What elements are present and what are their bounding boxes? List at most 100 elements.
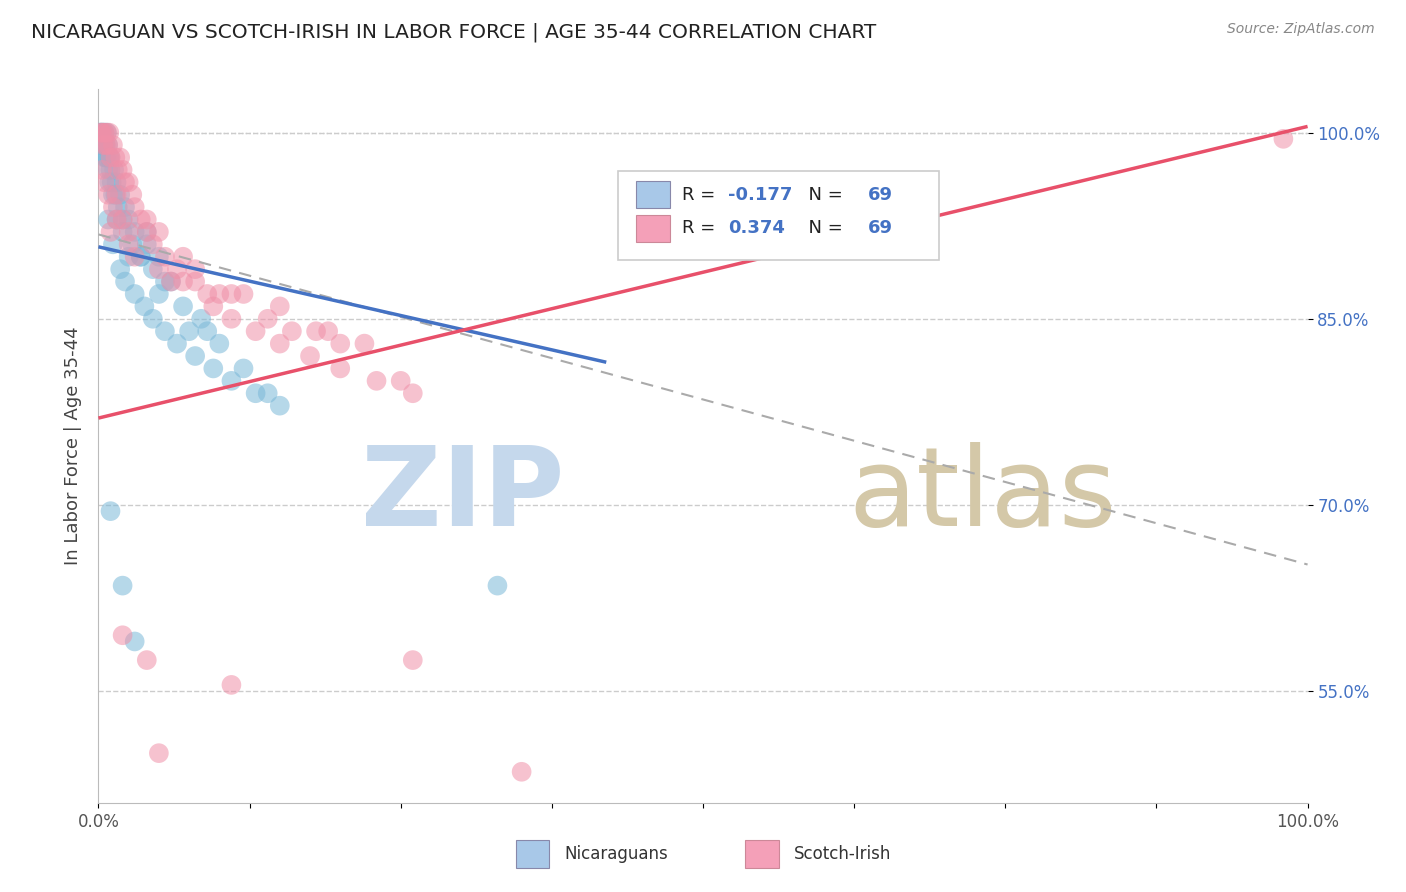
Point — [90, 138, 112, 153]
Point — [114, 200, 136, 214]
Point — [105, 175, 128, 189]
Point — [108, 187, 131, 202]
Point — [1272, 132, 1295, 146]
Point — [148, 225, 170, 239]
FancyBboxPatch shape — [637, 215, 671, 242]
Point — [190, 311, 212, 326]
Point — [100, 151, 122, 165]
Text: R =: R = — [682, 186, 721, 203]
Point — [232, 361, 254, 376]
Point — [104, 151, 127, 165]
Point — [142, 262, 165, 277]
Point — [135, 212, 157, 227]
Point — [97, 162, 120, 177]
Point — [94, 151, 117, 165]
Point — [135, 225, 157, 239]
Point — [245, 386, 267, 401]
Point — [91, 138, 114, 153]
Point — [101, 200, 124, 214]
Point — [105, 212, 128, 227]
Point — [353, 336, 375, 351]
Point — [93, 151, 115, 165]
Point — [389, 374, 412, 388]
Point — [89, 126, 111, 140]
Point — [94, 138, 117, 153]
Text: NICARAGUAN VS SCOTCH-IRISH IN LABOR FORCE | AGE 35-44 CORRELATION CHART: NICARAGUAN VS SCOTCH-IRISH IN LABOR FORC… — [31, 22, 876, 42]
Point — [111, 212, 134, 227]
Point — [269, 399, 291, 413]
Point — [184, 262, 207, 277]
Text: atlas: atlas — [848, 442, 1116, 549]
Point — [100, 151, 122, 165]
Point — [91, 138, 114, 153]
Point — [105, 212, 128, 227]
Point — [402, 386, 425, 401]
Point — [202, 299, 225, 313]
Point — [101, 187, 124, 202]
Point — [97, 212, 120, 227]
Point — [148, 746, 170, 760]
Point — [124, 634, 146, 648]
Point — [111, 628, 134, 642]
Point — [305, 324, 328, 338]
Point — [135, 653, 157, 667]
Point — [179, 324, 201, 338]
FancyBboxPatch shape — [619, 171, 939, 260]
Text: 0.374: 0.374 — [728, 219, 786, 237]
Point — [90, 126, 112, 140]
Point — [98, 175, 121, 189]
Text: Scotch-Irish: Scotch-Irish — [793, 846, 891, 863]
Point — [111, 162, 134, 177]
Point — [114, 275, 136, 289]
Point — [245, 324, 267, 338]
Text: 69: 69 — [868, 186, 893, 203]
Point — [107, 200, 129, 214]
Point — [184, 275, 207, 289]
Point — [118, 237, 141, 252]
Point — [91, 126, 114, 140]
Text: R =: R = — [682, 219, 721, 237]
Point — [100, 162, 122, 177]
Point — [202, 361, 225, 376]
Point — [221, 678, 243, 692]
Point — [172, 299, 194, 313]
Point — [93, 175, 115, 189]
Text: -0.177: -0.177 — [728, 186, 793, 203]
FancyBboxPatch shape — [637, 181, 671, 209]
Point — [121, 187, 143, 202]
Point — [93, 126, 115, 140]
Point — [104, 187, 127, 202]
Point — [91, 126, 114, 140]
Point — [135, 237, 157, 252]
Point — [269, 299, 291, 313]
Point — [148, 250, 170, 264]
Point — [97, 138, 120, 153]
Point — [98, 151, 121, 165]
Point — [124, 200, 146, 214]
Point — [114, 175, 136, 189]
Point — [232, 287, 254, 301]
Point — [329, 336, 352, 351]
Point — [118, 225, 141, 239]
Point — [160, 275, 183, 289]
Point — [195, 287, 218, 301]
Point — [108, 262, 131, 277]
Point — [101, 138, 124, 153]
Point — [221, 374, 243, 388]
Text: N =: N = — [797, 219, 849, 237]
Point — [160, 275, 183, 289]
FancyBboxPatch shape — [745, 840, 779, 869]
Point — [329, 361, 352, 376]
Point — [256, 311, 278, 326]
Point — [93, 138, 115, 153]
Point — [97, 187, 120, 202]
Point — [166, 336, 188, 351]
Point — [121, 237, 143, 252]
Point — [486, 579, 509, 593]
Point — [153, 324, 176, 338]
Text: Nicaraguans: Nicaraguans — [564, 846, 668, 863]
Text: N =: N = — [797, 186, 849, 203]
Point — [90, 126, 112, 140]
Point — [135, 225, 157, 239]
Point — [96, 151, 118, 165]
